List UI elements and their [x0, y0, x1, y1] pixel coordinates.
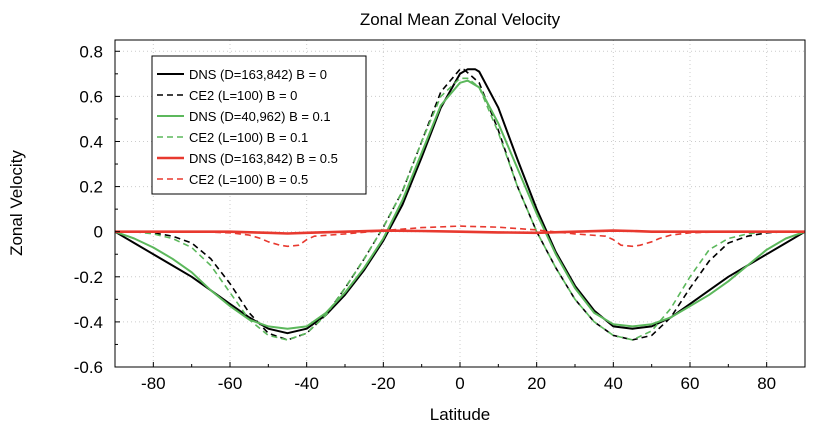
x-tick-label: -20: [371, 374, 396, 393]
legend-box: [151, 55, 367, 195]
legend-label-2: DNS (D=40,962) B = 0.1: [189, 109, 331, 124]
x-axis-label: Latitude: [430, 405, 491, 424]
y-tick-label: 0.8: [79, 42, 103, 61]
legend: DNS (D=163,842) B = 0 CE2 (L=100) B = 0 DN…: [151, 55, 367, 195]
x-tick-label: -60: [218, 374, 243, 393]
legend-label-0: DNS (D=163,842) B = 0: [189, 67, 327, 82]
x-tick-label: 20: [527, 374, 546, 393]
x-tick-label: 60: [681, 374, 700, 393]
y-tick-label: 0: [94, 223, 103, 242]
legend-label-1: CE2 (L=100) B = 0: [189, 88, 297, 103]
x-tick-label: -80: [141, 374, 166, 393]
series-line-4: [115, 229, 805, 235]
legend-label-5: CE2 (L=100) B = 0.5: [189, 172, 308, 187]
y-tick-label: 0.6: [79, 87, 103, 106]
series-line-0: [114, 68, 806, 335]
x-tick-label: 40: [604, 374, 623, 393]
y-axis-label: Zonal Velocity: [7, 150, 26, 256]
y-tick-label: -0.2: [74, 268, 103, 287]
x-tick-label: -40: [294, 374, 319, 393]
chart-title: Zonal Mean Zonal Velocity: [360, 10, 561, 29]
series-line-2: [114, 79, 806, 330]
y-tick-label: 0.2: [79, 178, 103, 197]
series-line-5: [115, 225, 805, 248]
legend-label-3: CE2 (L=100) B = 0.1: [189, 130, 308, 145]
x-tick-label: 80: [757, 374, 776, 393]
series-line-1: [115, 68, 805, 341]
x-tick-label: 0: [455, 374, 464, 393]
legend-label-4: DNS (D=163,842) B = 0.5: [189, 151, 338, 166]
series-layer: [114, 68, 806, 341]
y-tick-label: -0.6: [74, 358, 103, 377]
series-line-3: [115, 77, 805, 341]
y-tick-label: 0.4: [79, 132, 103, 151]
y-tick-label: -0.4: [74, 313, 103, 332]
axis-ticks: -80 -60 -40 -20 0 20 40 60 80 -0.6 -0.4 -0.2 0 0.2 0.4…: [74, 42, 806, 393]
